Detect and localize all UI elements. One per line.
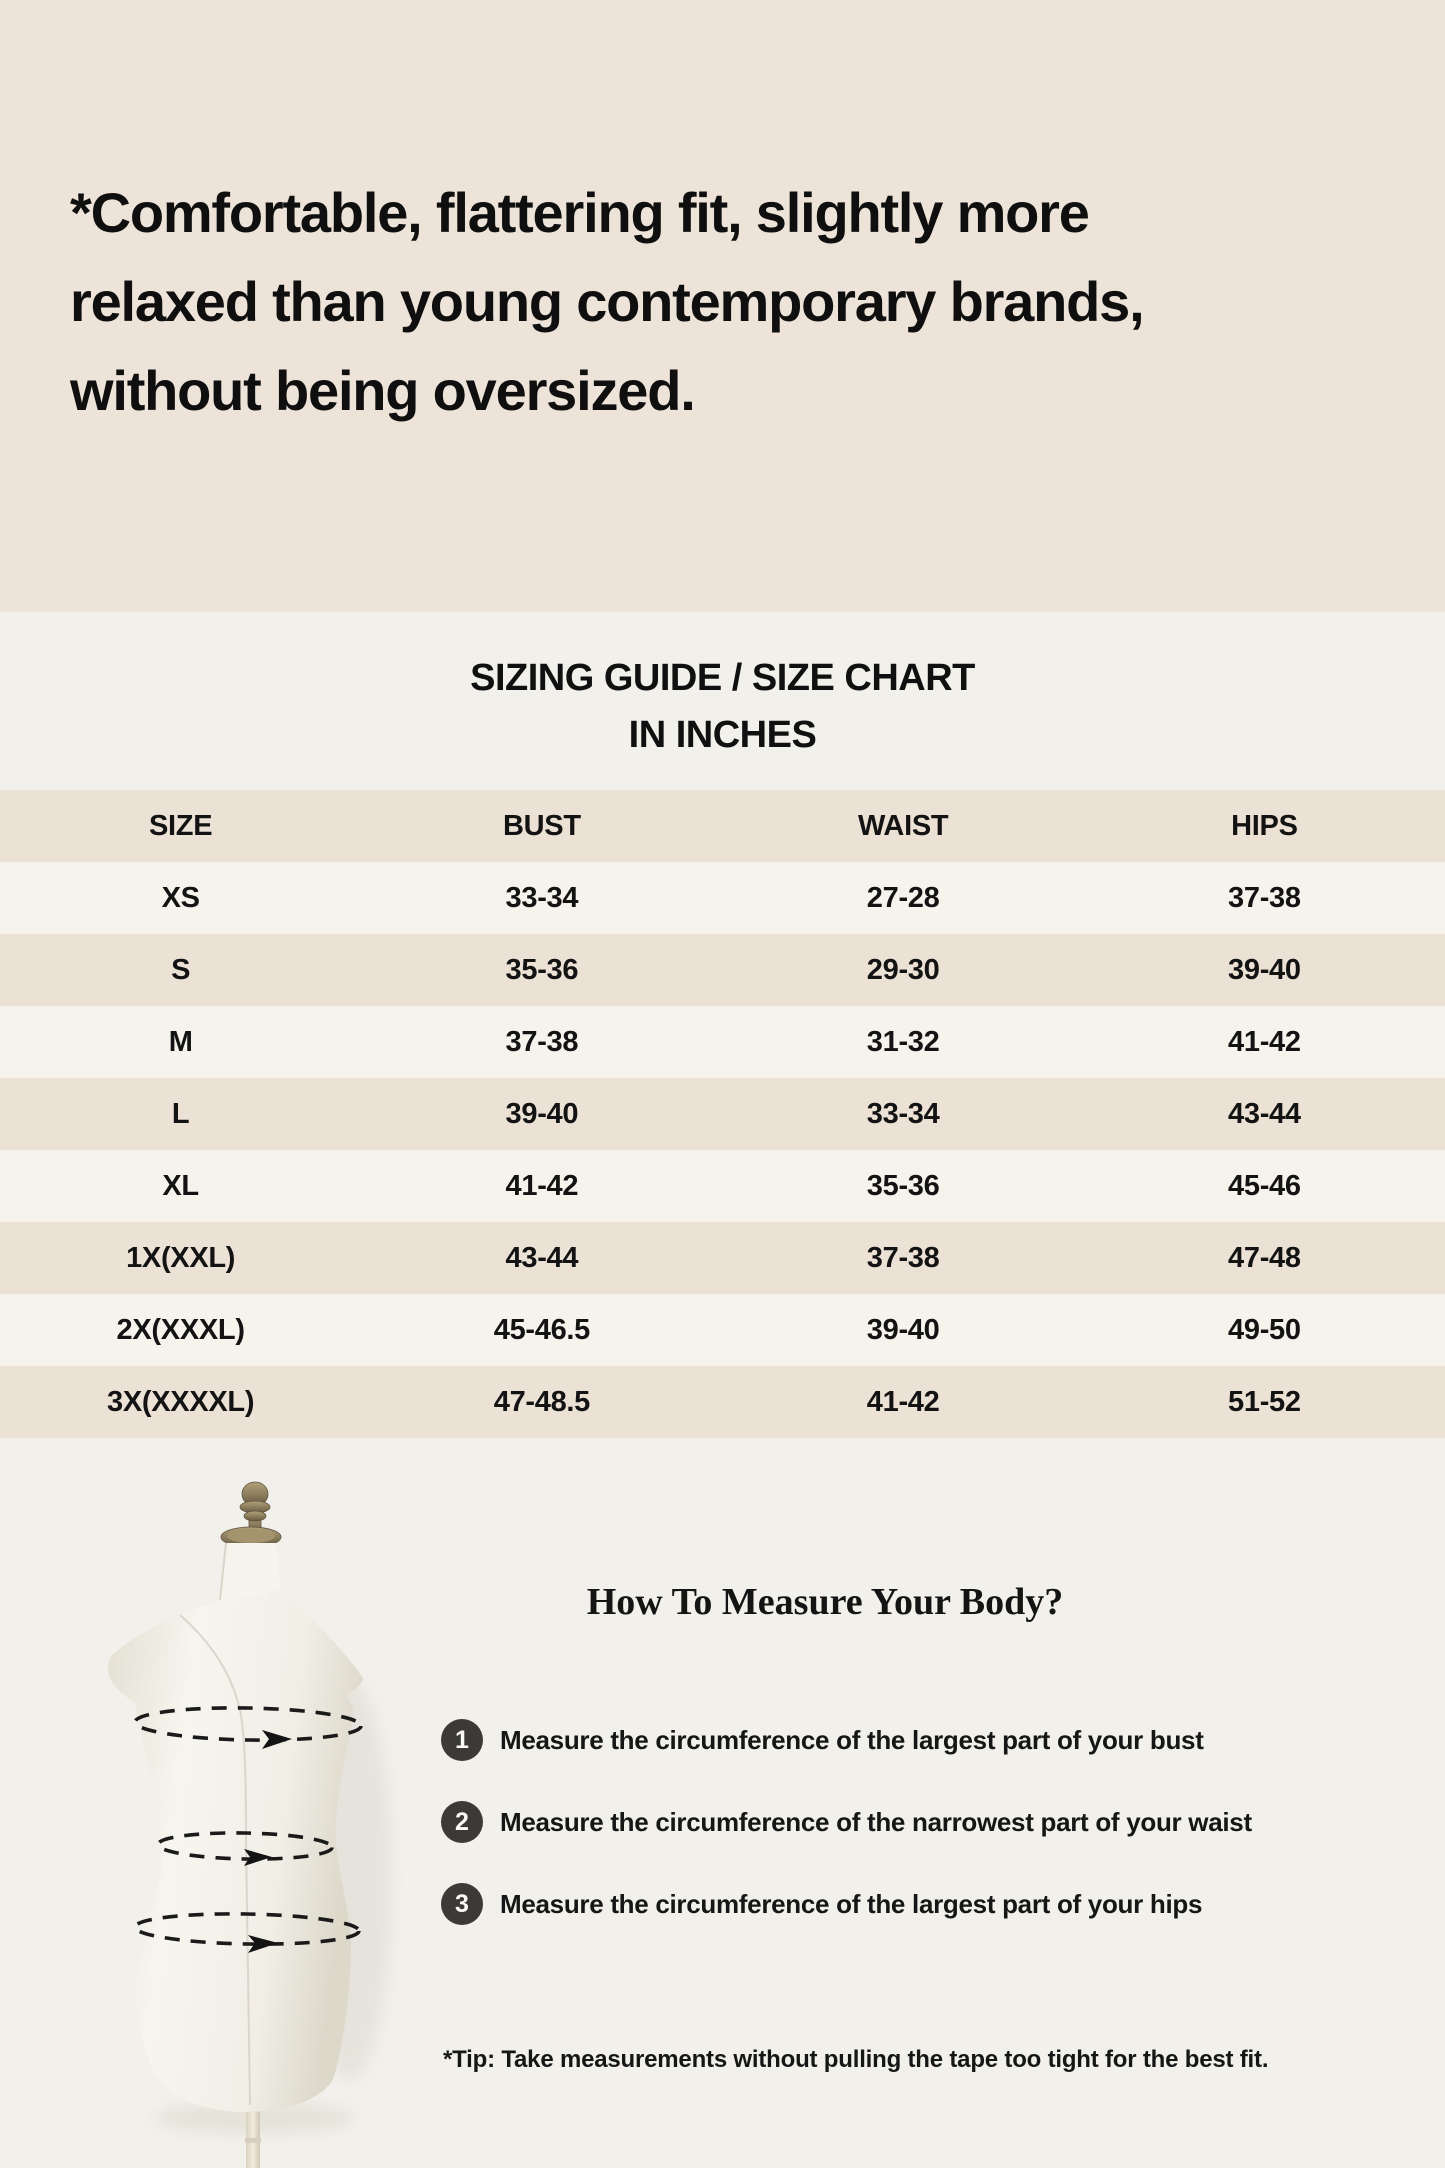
cell-waist: 31-32 (866, 1025, 940, 1058)
column-header-waist: WAIST (857, 809, 949, 842)
waist-arrow-icon (244, 1849, 272, 1866)
column-header-hips: HIPS (1231, 809, 1298, 842)
fit-description-line-1: *Comfortable, flattering fit, slightly m… (70, 181, 1090, 244)
cell-bust: 41-42 (505, 1169, 579, 1202)
measuring-tip: *Tip: Take measurements without pulling … (443, 2046, 1269, 2073)
cell-size: L (171, 1097, 190, 1130)
cell-size: 2X(XXXL) (116, 1313, 245, 1346)
step-text: Measure the circumference of the largest… (500, 1888, 1203, 1919)
cell-bust: 43-44 (505, 1241, 579, 1274)
cell-hips: 47-48 (1228, 1241, 1301, 1274)
table-row: XL 41-42 35-36 45-46 (0, 1150, 1445, 1222)
cell-size: 3X(XXXXL) (107, 1385, 255, 1418)
bust-arrow-icon (262, 1730, 292, 1749)
cell-bust: 33-34 (505, 881, 579, 914)
cell-waist: 27-28 (866, 881, 940, 914)
step-text: Measure the circumference of the largest… (500, 1724, 1204, 1755)
fit-description: *Comfortable, flattering fit, slightly m… (70, 168, 1390, 435)
step-number-badge: 2 (441, 1801, 483, 1843)
cell-waist: 37-38 (866, 1241, 940, 1274)
column-header-bust: BUST (503, 809, 581, 842)
step-number-badge: 3 (441, 1883, 483, 1925)
cell-waist: 29-30 (866, 953, 940, 986)
cell-waist: 35-36 (866, 1169, 940, 1202)
size-chart-title-line-2: IN INCHES (628, 714, 817, 756)
size-chart-title-line-1: SIZING GUIDE / SIZE CHART (470, 657, 975, 699)
neck-shade-line (219, 1542, 227, 1601)
cell-waist: 33-34 (866, 1097, 940, 1130)
mannequin-neck (218, 1543, 282, 1602)
step-text: Measure the circumference of the narrowe… (500, 1806, 1252, 1837)
cell-size: XL (162, 1169, 199, 1202)
dress-form-illustration (108, 1481, 392, 2168)
table-row: M 37-38 31-32 41-42 (0, 1006, 1445, 1078)
table-row: L 39-40 33-34 43-44 (0, 1078, 1445, 1150)
step-number-badge: 1 (441, 1719, 483, 1761)
mannequin-seam (179, 1614, 251, 2106)
table-row: 2X(XXXL) 45-46.5 39-40 49-50 (0, 1294, 1445, 1366)
size-table: SIZE BUST WAIST HIPS XS 33-34 27-28 37-3… (0, 790, 1445, 1438)
cell-hips: 45-46 (1228, 1169, 1301, 1202)
cell-bust: 37-38 (505, 1025, 579, 1058)
table-row: 1X(XXL) 43-44 37-38 47-48 (0, 1222, 1445, 1294)
table-header-row: SIZE BUST WAIST HIPS (0, 790, 1445, 862)
cell-hips: 51-52 (1228, 1385, 1301, 1418)
size-chart-title: SIZING GUIDE / SIZE CHART IN INCHES (0, 650, 1445, 764)
bust-measure-line (133, 1706, 363, 1742)
fit-description-line-3: without being oversized. (70, 359, 696, 422)
measure-step-bust: 1 Measure the circumference of the large… (441, 1718, 1204, 1762)
column-header-size: SIZE (148, 809, 213, 842)
cell-bust: 39-40 (505, 1097, 579, 1130)
cell-hips: 43-44 (1228, 1097, 1301, 1130)
hips-measure-line (133, 1912, 361, 1946)
stand-pole (246, 2100, 260, 2168)
table-row: S 35-36 29-30 39-40 (0, 934, 1445, 1006)
measure-heading: How To Measure Your Body? (586, 1581, 1064, 1623)
table-row: XS 33-34 27-28 37-38 (0, 862, 1445, 934)
cell-size: M (168, 1025, 193, 1058)
cell-hips: 39-40 (1228, 953, 1301, 986)
table-row: 3X(XXXXL) 47-48.5 41-42 51-52 (0, 1366, 1445, 1438)
cell-waist: 39-40 (866, 1313, 940, 1346)
cell-size: XS (161, 881, 200, 914)
cell-bust: 45-46.5 (493, 1313, 591, 1346)
hips-arrow-icon (248, 1935, 278, 1953)
measure-step-waist: 2 Measure the circumference of the narro… (441, 1800, 1252, 1844)
fit-description-line-2: relaxed than young contemporary brands, (70, 270, 1145, 333)
stand-pole-joint (245, 2138, 261, 2143)
cell-waist: 41-42 (866, 1385, 940, 1418)
measure-step-hips: 3 Measure the circumference of the large… (441, 1882, 1202, 1926)
cell-size: 1X(XXL) (126, 1241, 236, 1274)
cell-bust: 47-48.5 (493, 1385, 591, 1418)
finial-icon (220, 1481, 282, 1548)
cell-bust: 35-36 (505, 953, 579, 986)
cell-hips: 41-42 (1228, 1025, 1301, 1058)
cell-hips: 37-38 (1228, 881, 1301, 914)
cell-hips: 49-50 (1228, 1313, 1301, 1346)
cell-size: S (171, 953, 191, 986)
mannequin-torso (108, 1590, 363, 2112)
intro-section: *Comfortable, flattering fit, slightly m… (0, 0, 1445, 612)
